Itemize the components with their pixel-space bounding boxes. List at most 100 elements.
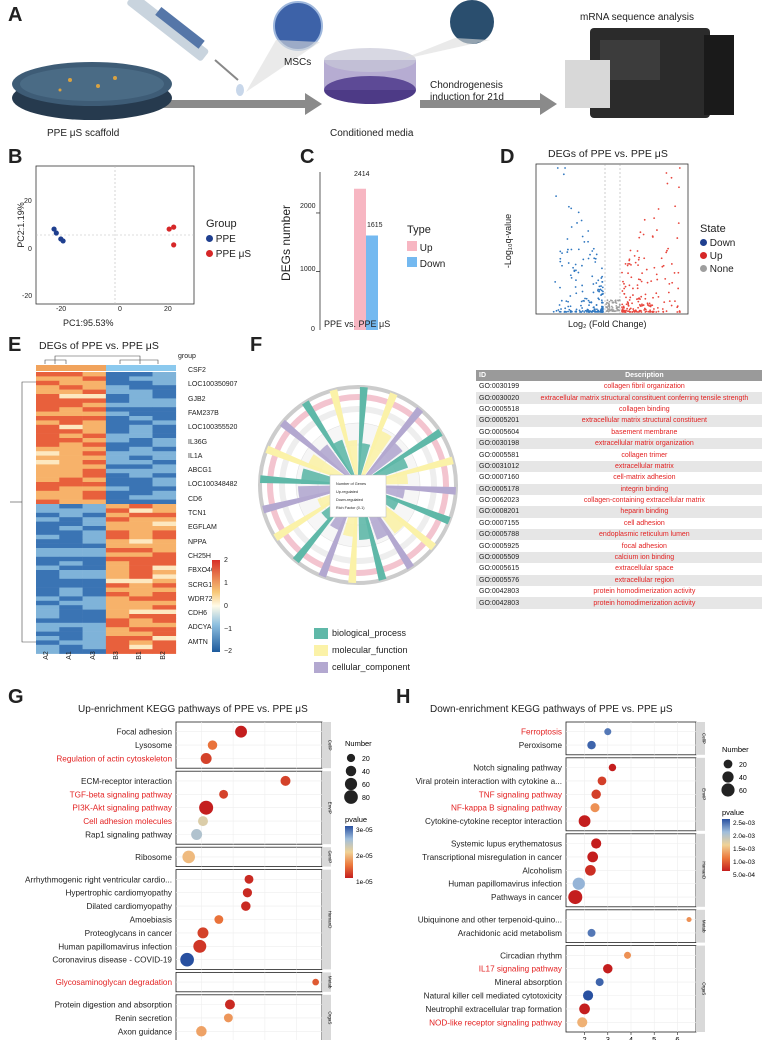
scale-tick-3: 0 [224,603,228,610]
volcano-point [637,297,640,300]
volcano-point [648,302,651,305]
media-label: Conditioned media [330,128,414,139]
heatmap-cell [36,455,60,461]
enrichment-dot [582,990,594,1001]
volcano-point [575,308,578,311]
go-desc-cell: extracellular region [526,574,762,587]
group-strip-label: CellP [328,740,333,751]
go-desc-cell: protein homodimerization activity [593,588,696,596]
scaffold-label: PPE μS scaffold [47,128,120,139]
volcano-point [638,309,641,312]
volcano-point [570,207,573,210]
color-legend-bar [722,819,730,871]
pathway-label: Viral protein interaction with cytokine … [416,777,562,786]
group-strip [696,945,705,1032]
heatmap-cell [59,499,83,505]
sample-label: B3 [112,651,120,660]
heatmap-cell [82,508,107,514]
volcano-point [676,237,679,239]
volcano-point [641,303,643,306]
heatmap-cell [59,530,83,536]
heatmap-cell [105,372,130,377]
volcano-point [608,300,611,303]
enrichment-dot [214,915,224,924]
volcano-point [667,291,670,294]
pca-ytick-2: 0 [28,246,32,253]
heatmap-cell [36,618,60,624]
volcano-point [622,280,624,283]
heatmap-cell [36,622,60,628]
heatmap-cell [152,596,177,602]
heatmap-cell [82,482,107,487]
pathway-label: Circadian rhythm [500,951,562,960]
heatmap-cell [82,627,107,632]
go-desc-cell: collagen trimer [621,451,668,459]
legend-dot-icon [206,235,213,242]
volcano-point [607,305,610,308]
heatmap-cell [152,446,177,452]
volcano-point [628,262,631,265]
heatmap-cell [152,534,177,540]
go-outer-tick [358,387,368,485]
heatmap-cell [36,477,60,483]
heatmap-cell [82,411,107,417]
heatmap-cell [36,578,60,584]
volcano-point [621,271,623,274]
heatmap-cell [36,614,60,619]
heatmap-cell [105,583,130,588]
go-wedge [358,440,403,485]
pathway-label: Notch signaling pathway [473,764,563,773]
volcano-point [638,236,641,239]
enrichment-dot [197,927,209,939]
heatmap-cell [82,477,107,483]
go-table-row: GO:0005509 calcium ion binding [476,551,762,564]
heatmap-cell [82,517,107,522]
volcano-point [678,167,681,169]
volcano-legend-up-label: Up [709,251,723,262]
pca-legend-ppe: PPE [206,234,236,245]
bar-legend-up: Up [407,241,433,254]
color-legend-label: 1.0e-03 [733,859,755,866]
volcano-point [561,252,563,254]
volcano-point [600,299,603,302]
go-id-cell: GO:0007155 [479,519,520,527]
volcano-point [590,301,593,304]
enrichment-dot [591,838,602,849]
pca-point [51,226,57,232]
go-desc-cell: heparin binding [526,506,762,518]
gene-label: ADCYAP1 [188,624,221,632]
heatmap-cell [82,424,107,430]
heatmap-cell [105,380,130,386]
heatmap-cell [82,442,107,448]
volcano-point [621,309,624,312]
heatmap-cell [82,451,107,456]
heatmap-cell [129,556,153,562]
volcano-point [560,308,562,310]
volcano-point [656,229,658,231]
volcano-point [638,256,640,259]
volcano-point [570,277,573,279]
bar-legend-up-label: Up [419,243,433,254]
pathway-label: Lysosome [135,741,172,750]
arrow-1-icon [155,93,322,115]
gene-label: LOC100350907 [188,381,238,389]
heatmap-cell [129,486,153,492]
volcano-point [605,306,607,308]
pathway-label: Regulation of actin cytoskeleton [56,755,172,764]
pca-point [171,242,177,248]
volcano-point [661,265,664,268]
cells-icon [450,0,494,44]
color-legend-label: 5.0e-04 [733,872,755,879]
legend-dot-icon [700,252,707,259]
volcano-point [632,294,634,296]
heatmap-cell [82,433,107,439]
volcano-point [668,300,671,302]
heatmap-title: DEGs of PPE vs. PPE μS [39,340,159,352]
volcano-point [640,305,642,307]
volcano-point [591,275,594,278]
volcano-point [678,310,681,312]
heatmap-cell [82,605,107,610]
heatmap-cell [82,512,107,518]
volcano-point [644,308,647,311]
volcano-legend-up: Up [700,251,723,262]
